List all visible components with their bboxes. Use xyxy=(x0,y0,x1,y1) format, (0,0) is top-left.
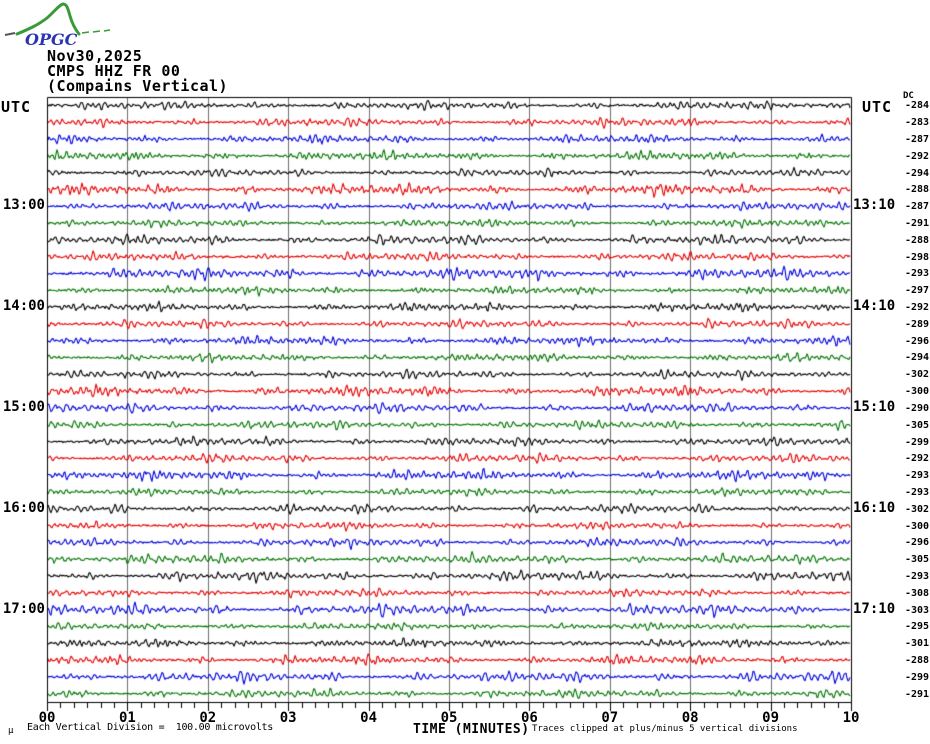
clip-note: Traces clipped at plus/minus 5 vertical … xyxy=(532,724,798,734)
x-tick-label: 00 xyxy=(38,710,56,726)
x-tick-label: 07 xyxy=(601,710,619,726)
dc-value: -292 xyxy=(905,453,930,465)
logo-right-dashes xyxy=(81,29,111,34)
left-hour-label: 13:00 xyxy=(2,197,45,214)
opgc-logo: OPGC xyxy=(4,2,111,49)
logo-mountain-curve xyxy=(15,2,81,36)
x-tick-label: 06 xyxy=(520,710,538,726)
dc-value: -291 xyxy=(905,218,930,230)
dc-value: -300 xyxy=(905,386,930,398)
right-hour-label: 15:10 xyxy=(853,398,896,415)
dc-value: -293 xyxy=(905,486,930,498)
dc-value: -305 xyxy=(905,554,930,566)
dc-value: -298 xyxy=(905,251,930,263)
header-description: (Compains Vertical) xyxy=(47,77,229,95)
dc-value: -283 xyxy=(905,117,930,129)
x-tick-label: 02 xyxy=(199,710,217,726)
dc-value: -295 xyxy=(905,621,930,633)
x-tick-label: 10 xyxy=(842,710,860,726)
left-hour-label: 14:00 xyxy=(2,298,45,315)
dc-value: -305 xyxy=(905,419,930,431)
header-date: Nov30,2025 xyxy=(47,47,143,65)
left-hour-label: 16:00 xyxy=(2,499,45,516)
dc-value: -303 xyxy=(905,604,930,616)
dc-value: -291 xyxy=(905,688,930,700)
dc-value: -292 xyxy=(905,150,930,162)
right-hour-label: 14:10 xyxy=(853,298,896,315)
right-hour-label: 16:10 xyxy=(853,499,896,516)
dc-value: -308 xyxy=(905,587,930,599)
dc-value: -288 xyxy=(905,234,930,246)
x-tick-label: 09 xyxy=(762,710,780,726)
dc-value: -302 xyxy=(905,369,930,381)
dc-value: -293 xyxy=(905,570,930,582)
dc-value: -284 xyxy=(905,100,930,112)
utc-label-left: UTC xyxy=(1,98,32,116)
dc-value: -290 xyxy=(905,402,930,414)
dc-value: -299 xyxy=(905,671,930,683)
left-hour-label: 15:00 xyxy=(2,398,45,415)
right-hour-label: 13:10 xyxy=(853,197,896,214)
utc-label-right: UTC xyxy=(862,98,893,116)
dc-value: -296 xyxy=(905,335,930,347)
logo-left-dash xyxy=(4,32,16,36)
dc-value: -292 xyxy=(905,302,930,314)
dc-value: -299 xyxy=(905,436,930,448)
logo-text: OPGC xyxy=(25,30,78,49)
dc-value: -294 xyxy=(905,167,930,179)
left-hour-label: 17:00 xyxy=(2,600,45,617)
time-axis-title: TIME (MINUTES) xyxy=(413,722,530,737)
dc-value: -287 xyxy=(905,134,930,145)
dc-value: -293 xyxy=(905,470,930,482)
dc-value: -287 xyxy=(905,201,930,213)
dc-value: -302 xyxy=(905,503,930,515)
dc-value: -288 xyxy=(905,654,930,666)
dc-value: -289 xyxy=(905,318,930,330)
dc-value: -294 xyxy=(905,352,930,364)
mu-mark: µ xyxy=(8,726,14,736)
x-tick-label: 08 xyxy=(681,710,699,726)
dc-value: -296 xyxy=(905,537,930,549)
right-hour-label: 17:10 xyxy=(853,600,896,617)
dc-column-header: DC xyxy=(903,91,914,101)
x-tick-label: 01 xyxy=(118,710,136,726)
dc-value: -297 xyxy=(905,285,930,297)
x-tick-label: 05 xyxy=(440,710,458,726)
dc-value: -300 xyxy=(905,520,930,532)
x-tick-label: 03 xyxy=(279,710,297,726)
scale-note: Each Vertical Division = 100.00 microvol… xyxy=(27,722,273,733)
header-station: CMPS HHZ FR 00 xyxy=(47,62,181,80)
dc-value: -288 xyxy=(905,184,930,196)
dc-value: -301 xyxy=(905,638,930,650)
dc-value: -293 xyxy=(905,268,930,280)
x-tick-label: 04 xyxy=(360,710,378,726)
